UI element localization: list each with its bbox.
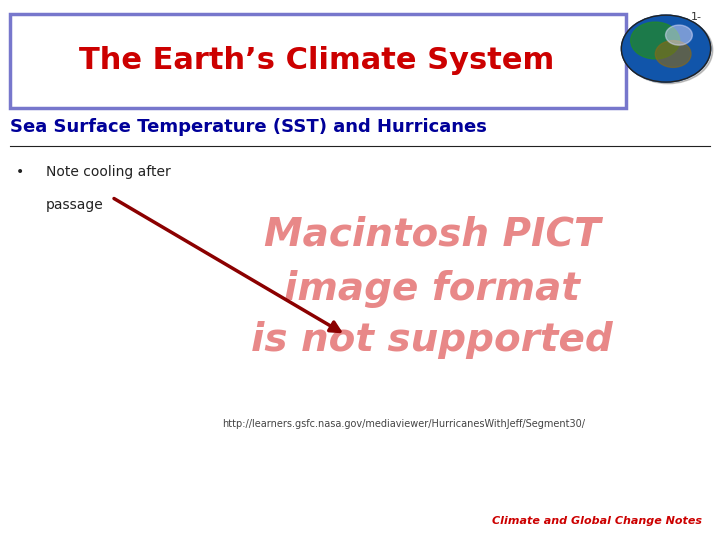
Circle shape: [655, 40, 691, 68]
Text: Macintosh PICT: Macintosh PICT: [264, 216, 600, 254]
Text: Note cooling after: Note cooling after: [46, 165, 171, 179]
Text: 1-: 1-: [691, 12, 702, 22]
Circle shape: [624, 17, 713, 84]
Text: Climate and Global Change Notes: Climate and Global Change Notes: [492, 516, 702, 526]
Text: http://learners.gsfc.nasa.gov/mediaviewer/HurricanesWithJeff/Segment30/: http://learners.gsfc.nasa.gov/mediaviewe…: [222, 419, 585, 429]
FancyBboxPatch shape: [10, 14, 626, 108]
Text: The Earth’s Climate System: The Earth’s Climate System: [79, 46, 554, 75]
Text: is not supported: is not supported: [251, 321, 613, 359]
Circle shape: [665, 25, 693, 45]
Text: image format: image format: [284, 270, 580, 308]
Text: passage: passage: [46, 198, 104, 212]
Circle shape: [621, 15, 711, 82]
Text: Sea Surface Temperature (SST) and Hurricanes: Sea Surface Temperature (SST) and Hurric…: [10, 118, 487, 136]
Text: •: •: [16, 165, 24, 179]
Circle shape: [631, 22, 680, 59]
